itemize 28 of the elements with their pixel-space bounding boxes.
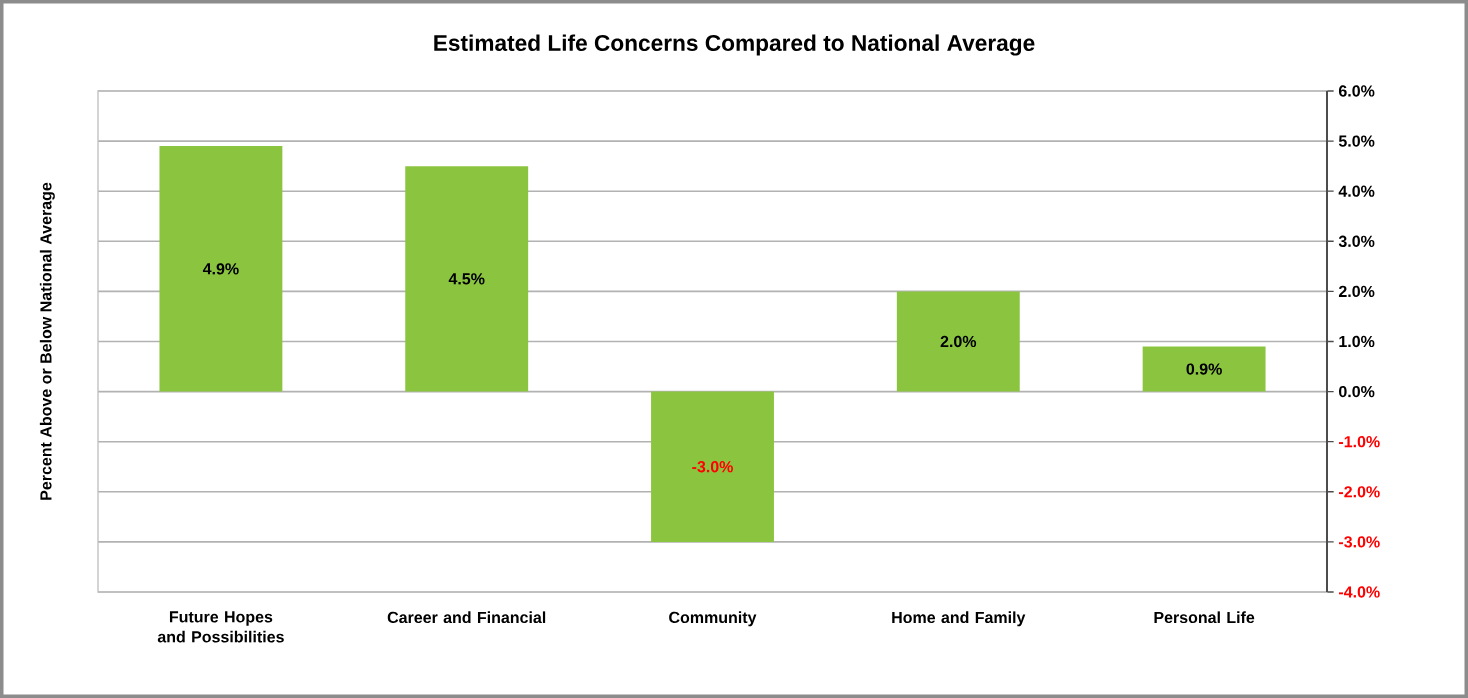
y-tick-label: -1.0% xyxy=(1339,436,1380,448)
y-tick-label: 2.0% xyxy=(1338,285,1375,298)
y-tick-label: 0.0% xyxy=(1339,385,1375,398)
y-tick-label: -3.0% xyxy=(1339,536,1380,548)
data-label: 4.5% xyxy=(448,273,485,285)
x-tick-label: Community xyxy=(669,611,757,627)
chart-title: Estimated Life Concerns Compared to National Average xyxy=(434,34,1035,56)
data-label: -3.0% xyxy=(692,461,733,473)
data-label: 4.9% xyxy=(202,263,239,275)
y-tick-label: -2.0% xyxy=(1339,486,1380,498)
y-tick-label: 1.0% xyxy=(1339,335,1375,348)
bar xyxy=(159,146,283,392)
x-tick-label: Personal Life xyxy=(1154,611,1255,624)
data-label: 0.9% xyxy=(1186,363,1222,375)
bar xyxy=(651,391,774,542)
y-tick-label: 6.0% xyxy=(1338,85,1375,97)
bar xyxy=(1142,346,1266,392)
bar xyxy=(405,166,529,392)
y-tick-label: 4.0% xyxy=(1338,185,1375,197)
x-tick-label: Home and Family xyxy=(892,611,1026,627)
y-tick-label: 5.0% xyxy=(1338,135,1375,147)
bar xyxy=(896,291,1020,392)
x-tick-label: Future Hopes and Possibilities xyxy=(157,611,284,643)
y-tick-label: 3.0% xyxy=(1338,235,1375,247)
y-axis-title: Percent Above or Below National Average xyxy=(39,182,55,500)
x-tick-label: Career and Financial xyxy=(387,611,546,624)
data-label: 2.0% xyxy=(940,335,977,348)
y-tick-label: -4.0% xyxy=(1339,586,1380,598)
